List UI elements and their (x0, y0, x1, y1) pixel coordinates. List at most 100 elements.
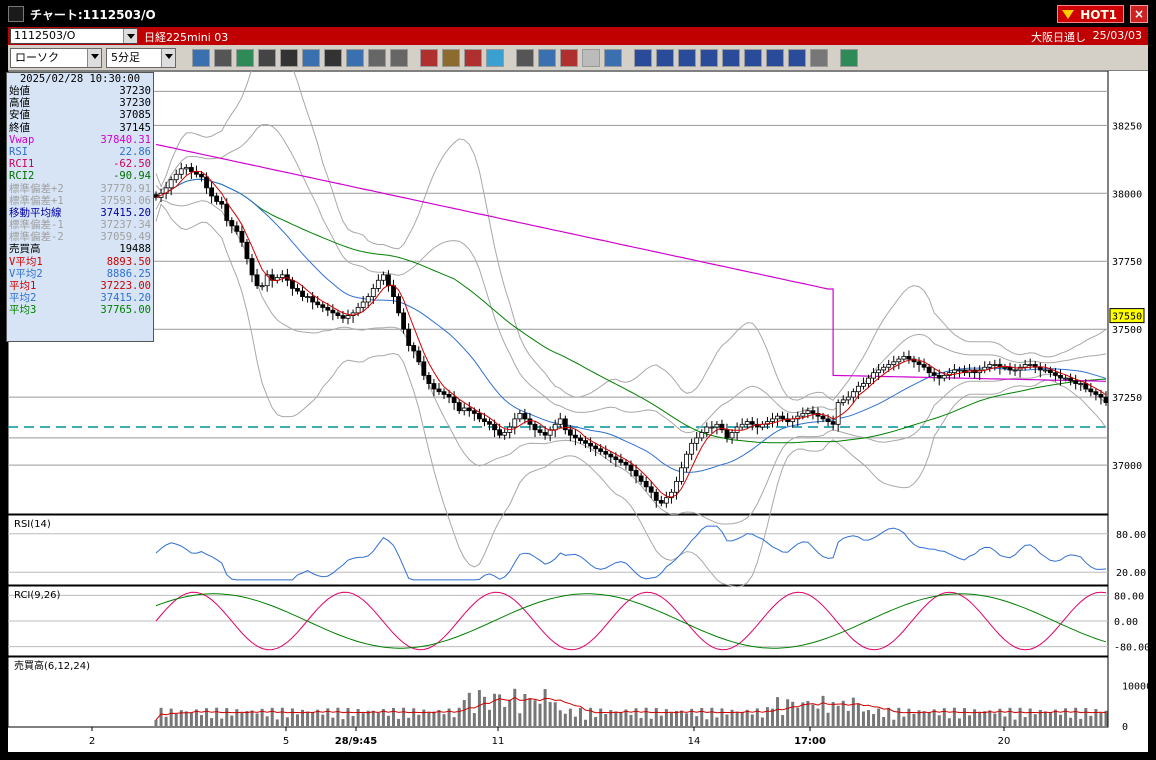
candle-body (1053, 372, 1058, 376)
volume-bar (265, 716, 269, 726)
timeframe-select[interactable]: 5分足 (106, 48, 176, 68)
candle-body (1083, 383, 1089, 390)
volume-bar (422, 709, 426, 726)
volume-bar (846, 710, 850, 726)
chart-area[interactable]: 38250 38000 37750 37500 37250 37000 37550 80.00… (8, 71, 1148, 752)
toolbar-bar-up-button[interactable] (368, 49, 386, 67)
volume-bar (432, 711, 436, 726)
symbol-select[interactable]: 1112503/O (10, 28, 138, 44)
toolbar-settings-button[interactable] (442, 49, 460, 67)
candle-body (532, 423, 538, 431)
ma-short-line (155, 170, 1107, 498)
toolbar-cross-plus-button[interactable] (560, 49, 578, 67)
volume-bar (417, 714, 421, 726)
chart-type-select[interactable]: ローソク (10, 48, 102, 68)
volume-bar (1048, 712, 1052, 726)
hot-badge[interactable]: HOT1 (1057, 5, 1124, 23)
candle-body (598, 448, 604, 452)
volume-bar (392, 707, 395, 726)
toolbar-color-button[interactable] (486, 49, 504, 67)
volume-bar (351, 715, 355, 726)
toolbar-search-button[interactable] (538, 49, 556, 67)
volume-bar (250, 710, 254, 726)
toolbar-cursor-button[interactable] (280, 49, 298, 67)
toolbar-all-button[interactable] (420, 49, 438, 67)
chevron-down-icon[interactable] (87, 49, 101, 67)
volume-bar (826, 712, 830, 726)
toolbar-bar-down-button[interactable] (390, 49, 408, 67)
data-window-row: V平均1 8893.50 (7, 256, 153, 268)
volume-bar (988, 710, 992, 726)
candle-body (431, 383, 437, 390)
toolbar-export-button[interactable] (840, 49, 858, 67)
toolbar-ps-button[interactable] (744, 49, 762, 67)
toolbar-blank-button[interactable] (582, 49, 600, 67)
toolbar-bb-button[interactable] (656, 49, 674, 67)
candle-body (982, 366, 988, 371)
volume-bar (624, 709, 628, 726)
window-title: チャート:1112503/O (30, 8, 156, 22)
chart-canvas[interactable]: 38250 38000 37750 37500 37250 37000 37550 80.00… (8, 71, 1148, 752)
volume-bar (189, 712, 193, 726)
toolbar-pvt-button[interactable] (766, 49, 784, 67)
toolbar-draw-trend-button[interactable] (258, 49, 276, 67)
toolbar-draw-line-button[interactable] (236, 49, 254, 67)
data-window: 2025/02/28 10:30:00 始値 37230 高値 37230 安値 3708… (6, 72, 154, 342)
toolbar-down-arrow-button[interactable] (516, 49, 534, 67)
candle-body (861, 383, 866, 387)
volume-bar (447, 708, 451, 726)
data-window-label: RCI1 (9, 158, 35, 171)
toolbar-atr-button[interactable] (722, 49, 740, 67)
price-tick-label: 38250 (1112, 121, 1142, 132)
toolbar-zoom-button[interactable] (192, 49, 210, 67)
toolbar-hl-button[interactable] (700, 49, 718, 67)
candle-body (360, 301, 366, 308)
volume-bar (199, 715, 203, 726)
candle-body (820, 415, 826, 420)
toolbar-calc-button[interactable] (604, 49, 622, 67)
volume-bar (872, 714, 876, 726)
toolbar-window-button[interactable] (788, 49, 806, 67)
toolbar-crosshair-button[interactable] (214, 49, 232, 67)
toolbar-log-button[interactable] (810, 49, 828, 67)
volume-bar (882, 716, 886, 726)
time-tick-label: 28/9:45 (335, 736, 377, 747)
volume-bar (1023, 717, 1027, 726)
toolbar-mae-button[interactable] (678, 49, 696, 67)
chevron-down-icon[interactable] (161, 49, 175, 67)
volume-bar (275, 719, 279, 726)
toolbar-ma-button[interactable] (634, 49, 652, 67)
candle-body (1103, 396, 1109, 403)
chevron-down-icon[interactable] (123, 29, 137, 43)
price-tick-label: 37750 (1112, 257, 1142, 268)
volume-bar (366, 710, 370, 726)
data-window-value: 37230 (119, 85, 151, 97)
toolbar-delete-button[interactable] (346, 49, 364, 67)
volume-bar (215, 707, 219, 726)
volume-bar (776, 697, 780, 726)
volume-bar (533, 700, 537, 726)
volume-bar (912, 713, 916, 726)
candle-body (214, 195, 220, 202)
candle-body (719, 423, 725, 431)
candle-body (456, 402, 462, 412)
candle-body (669, 491, 674, 499)
volume-bar (907, 708, 911, 726)
chart-toolbar: ローソク 5分足 (8, 45, 1148, 71)
close-button[interactable]: × (1130, 5, 1148, 23)
volume-bar (755, 708, 759, 726)
candle-body (1078, 383, 1084, 385)
toolbar-memo-button[interactable] (324, 49, 342, 67)
candle-body (234, 225, 240, 232)
volume-bar (285, 717, 289, 726)
price-tick-label: 38000 (1112, 189, 1142, 200)
data-window-value: 37059.49 (100, 231, 151, 244)
rci-pane-title: RCI(9,26) (14, 590, 61, 601)
symbol-value: 1112503/O (14, 29, 76, 42)
data-window-label: 高値 (9, 97, 30, 110)
toolbar-undo-button[interactable] (302, 49, 320, 67)
toolbar-tools-button[interactable] (464, 49, 482, 67)
volume-bar (968, 715, 972, 726)
data-window-label: V平均2 (9, 267, 43, 280)
data-window-row: V平均2 8886.25 (7, 268, 153, 280)
